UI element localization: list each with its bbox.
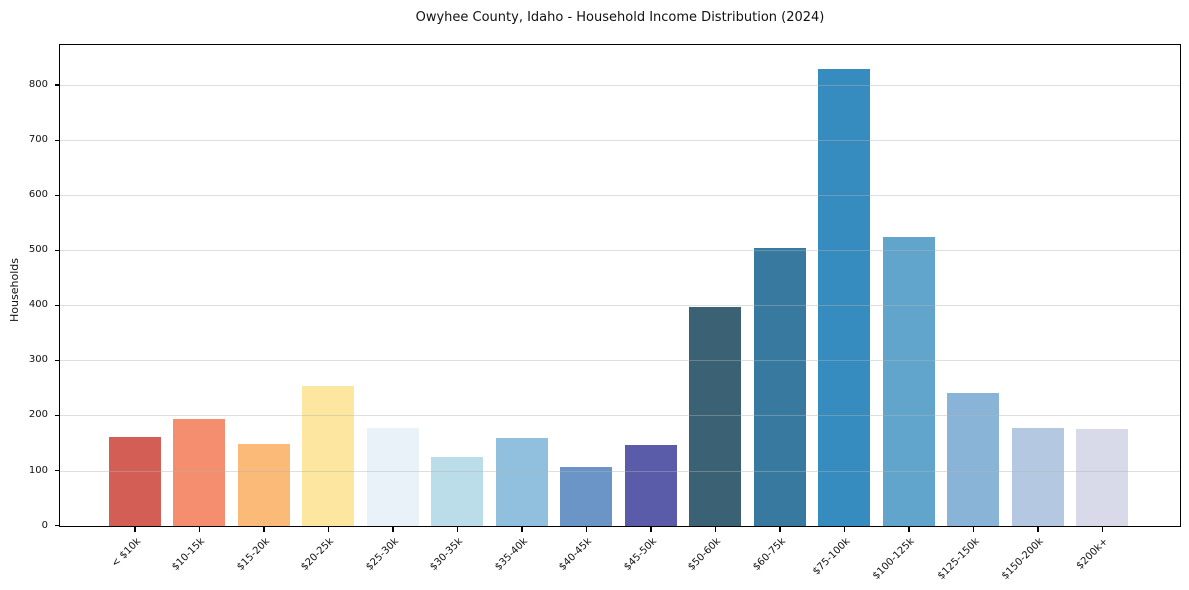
- x-tick-label-11: $75-100k: [810, 536, 853, 578]
- x-tick-label-5: $30-35k: [428, 536, 466, 573]
- x-tick-label-15: $200k+: [1074, 536, 1111, 572]
- bar-25-30k: [366, 428, 419, 526]
- y-tick-mark-800: [55, 84, 59, 86]
- y-tick-mark-600: [55, 194, 59, 196]
- x-tick-mark-5: [456, 527, 459, 532]
- bar-100-125k: [882, 236, 935, 526]
- x-tick-mark-13: [972, 527, 975, 532]
- x-tick-mark-2: [263, 527, 265, 532]
- x-tick-label-14: $150-200k: [999, 536, 1046, 582]
- gridline-100: [60, 470, 1180, 472]
- x-tick-mark-14: [1037, 527, 1039, 532]
- x-tick-mark-1: [198, 527, 201, 532]
- bar-20-25k: [302, 385, 354, 526]
- x-tick-mark-7: [585, 527, 588, 532]
- x-tick-label-3: $20-25k: [299, 536, 337, 573]
- x-tick-label-6: $35-40k: [492, 536, 530, 573]
- x-tick-label-2: $15-20k: [234, 536, 272, 573]
- y-tick-mark-200: [55, 414, 59, 417]
- x-tick-label-9: $50-60k: [686, 536, 724, 573]
- x-tick-label-1: $10-15k: [170, 536, 208, 573]
- x-tick-label-10: $60-75k: [750, 536, 788, 573]
- y-tick-mark-0: [55, 524, 59, 527]
- y-tick-label-700: 700: [28, 134, 48, 146]
- x-tick-mark-11: [843, 527, 846, 532]
- y-tick-label-0: 0: [41, 519, 48, 531]
- x-tick-mark-3: [327, 527, 330, 532]
- bar-200k+: [1076, 429, 1128, 526]
- y-tick-mark-500: [55, 249, 59, 251]
- x-tick-label-7: $40-45k: [557, 536, 595, 573]
- x-tick-mark-10: [779, 527, 781, 532]
- y-tick-mark-700: [55, 139, 59, 141]
- gridline-300: [60, 360, 1180, 362]
- y-tick-label-200: 200: [28, 409, 48, 421]
- y-tick-label-400: 400: [28, 299, 48, 311]
- x-tick-mark-4: [392, 527, 394, 532]
- x-tick-mark-12: [908, 527, 910, 532]
- y-tick-mark-400: [55, 304, 59, 306]
- x-tick-label-8: $45-50k: [621, 536, 659, 573]
- x-tick-mark-9: [714, 527, 717, 532]
- bar-10-15k: [173, 418, 225, 526]
- chart-title: Owyhee County, Idaho - Household Income …: [415, 10, 825, 25]
- bar-15-20k: [237, 444, 290, 526]
- gridline-800: [60, 85, 1180, 87]
- bar-30-35k: [431, 456, 483, 526]
- bar-50-60k: [689, 306, 741, 526]
- gridline-200: [60, 415, 1180, 417]
- y-tick-label-800: 800: [28, 79, 48, 91]
- x-tick-label-0: < $10k: [109, 536, 143, 570]
- bar-75-100k: [818, 69, 870, 526]
- y-tick-label-600: 600: [28, 189, 48, 201]
- x-tick-mark-8: [650, 527, 652, 532]
- gridline-600: [60, 195, 1180, 197]
- y-tick-label-500: 500: [28, 244, 48, 256]
- bar-60-75k: [753, 247, 806, 526]
- x-tick-mark-0: [134, 527, 136, 532]
- x-axis: < $10k $10-15k $15-20k $20-25k $25-30k $30-35…: [61, 527, 1180, 587]
- x-tick-label-13: $125-150k: [935, 536, 982, 582]
- x-tick-label-12: $100-125k: [870, 536, 917, 582]
- y-tick-mark-100: [55, 469, 59, 472]
- x-tick-mark-6: [521, 527, 523, 532]
- bar-125-150k: [947, 393, 999, 526]
- x-tick-mark-15: [1101, 527, 1104, 532]
- gridline-700: [60, 140, 1180, 142]
- bar-150-200k: [1011, 428, 1064, 526]
- bar-10k: [108, 437, 161, 526]
- x-tick-label-4: $25-30k: [363, 536, 401, 573]
- plot-area: [59, 44, 1181, 527]
- gridline-500: [60, 250, 1180, 252]
- bar-40-45k: [560, 467, 612, 526]
- y-axis: 0 100 200 300 400 500 600 700 800: [0, 46, 59, 531]
- bar-45-50k: [624, 444, 677, 526]
- y-tick-label-300: 300: [28, 354, 48, 366]
- y-tick-label-100: 100: [28, 464, 48, 476]
- gridline-400: [60, 305, 1180, 307]
- y-tick-mark-300: [55, 359, 59, 362]
- bar-35-40k: [495, 437, 548, 526]
